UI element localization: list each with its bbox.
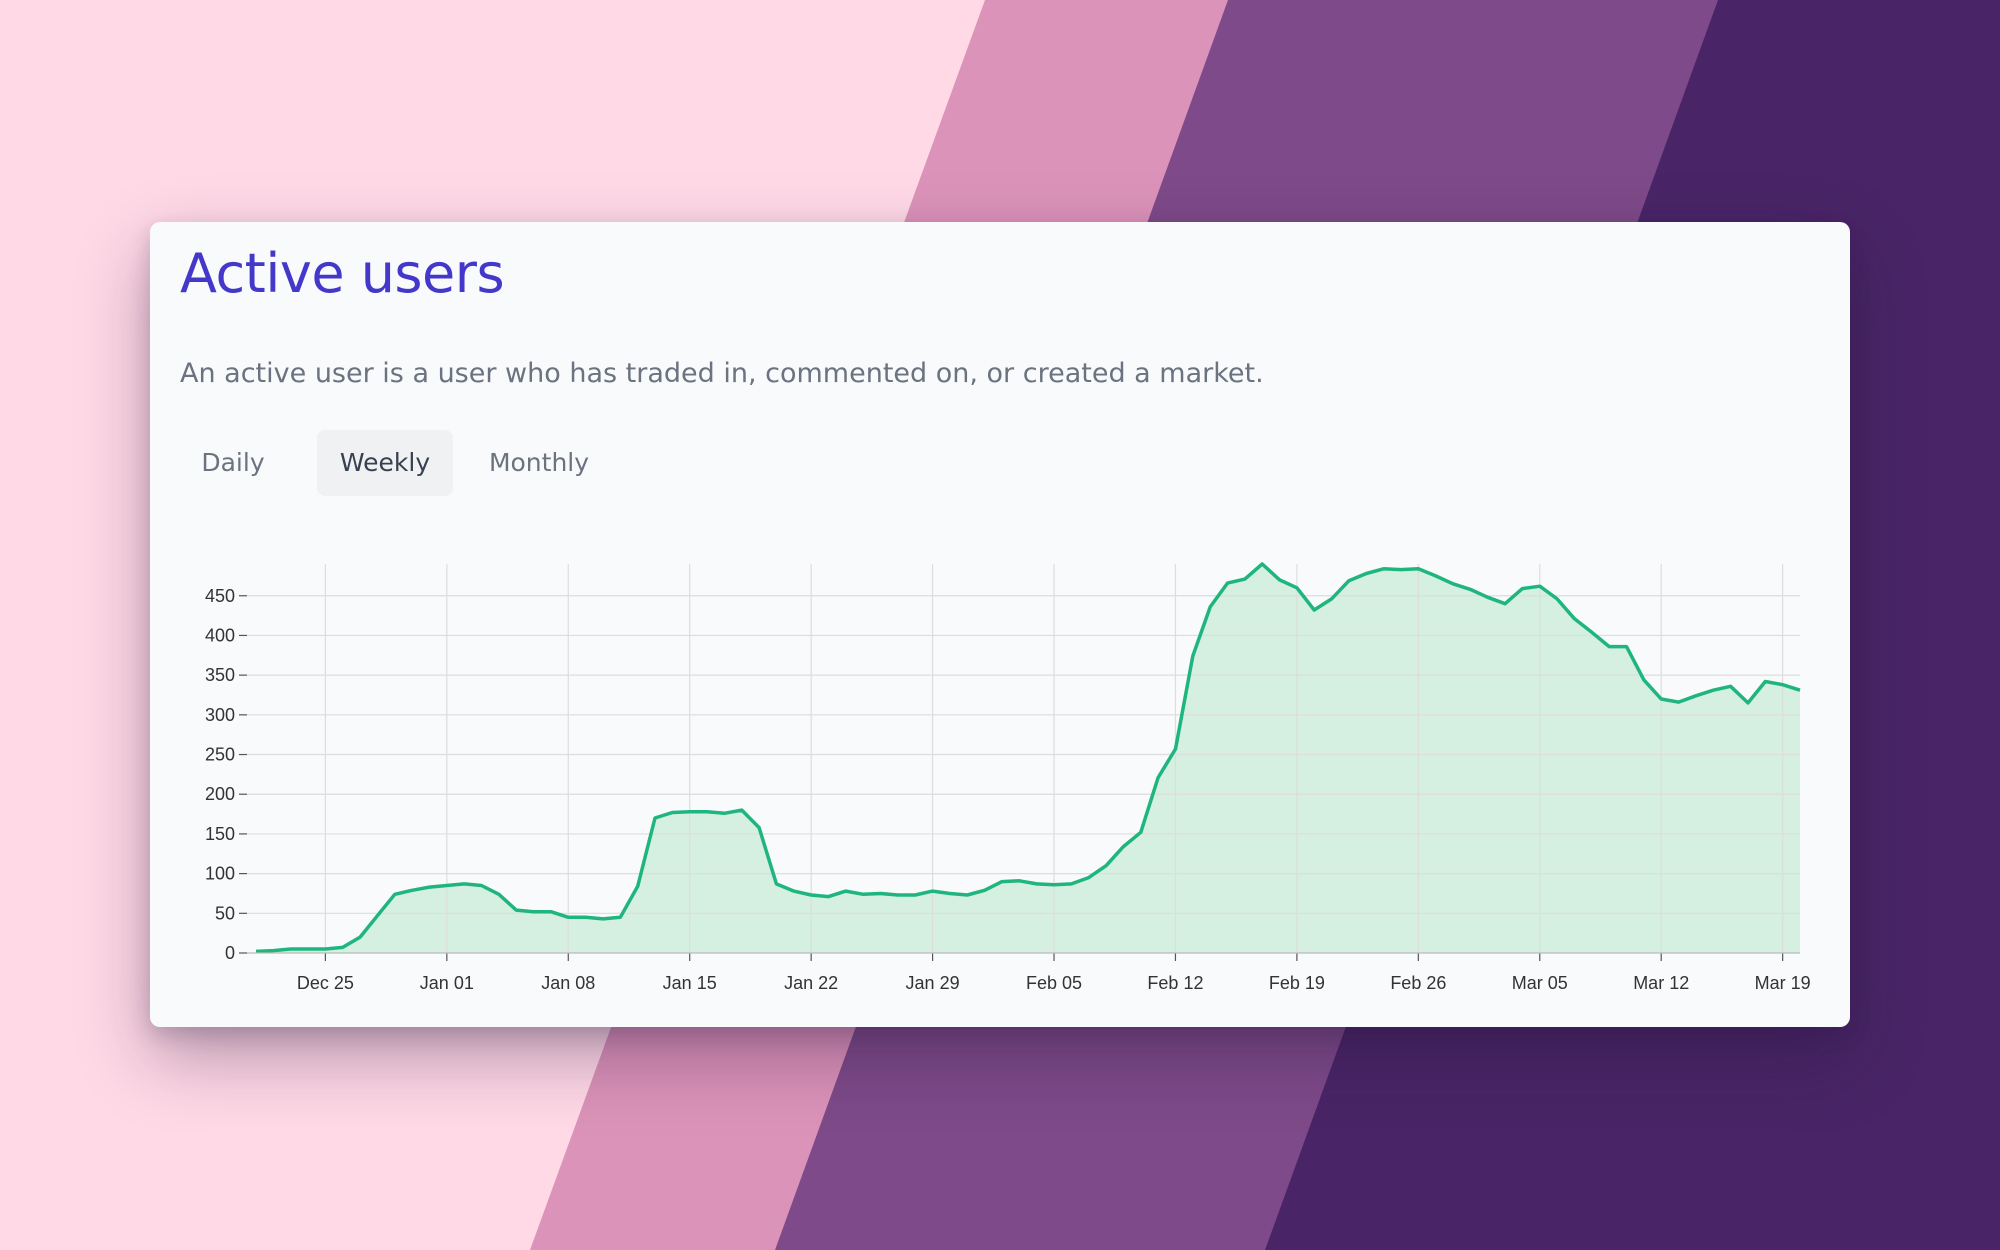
y-tick-label: 250 [205,745,235,765]
chart-axes: 0 50 100 150 200 250 300 350 400 450 Dec 25 Jan 01 J… [205,586,1811,993]
card-title: Active users [180,242,505,305]
x-tick-label: Jan 15 [663,973,717,993]
x-tick-label: Mar 19 [1755,973,1811,993]
chart-grid [247,564,1800,953]
x-tick-label: Jan 22 [784,973,838,993]
y-tick-label: 0 [225,943,235,963]
x-tick-label: Jan 29 [906,973,960,993]
y-tick-label: 350 [205,665,235,685]
y-tick-label: 300 [205,705,235,725]
chart-series-line [255,562,1801,954]
y-tick-label: 450 [205,586,235,606]
tab-daily[interactable]: Daily [201,448,265,477]
y-tick-label: 400 [205,625,235,645]
active-users-chart: 0 50 100 150 200 250 300 350 400 450 Dec 25 Jan 01 J… [205,562,1811,993]
y-tick-label: 100 [205,864,235,884]
tab-monthly[interactable]: Monthly [488,448,590,477]
y-tick-label: 200 [205,784,235,804]
card-description: An active user is a user who has traded … [180,358,1264,389]
x-tick-label: Mar 12 [1633,973,1689,993]
x-tick-label: Feb 26 [1390,973,1446,993]
tab-weekly[interactable]: Weekly [317,430,453,496]
x-tick-label: Mar 05 [1512,973,1568,993]
x-tick-label: Jan 08 [541,973,595,993]
x-tick-label: Feb 05 [1026,973,1082,993]
x-tick-label: Jan 01 [420,973,474,993]
y-tick-label: 150 [205,824,235,844]
chart-area-fill [256,564,1800,953]
x-tick-label: Feb 12 [1147,973,1203,993]
x-tick-label: Feb 19 [1269,973,1325,993]
active-users-card: Active users An active user is a user wh… [150,222,1850,1027]
x-tick-label: Dec 25 [297,973,354,993]
y-tick-label: 50 [215,903,235,923]
